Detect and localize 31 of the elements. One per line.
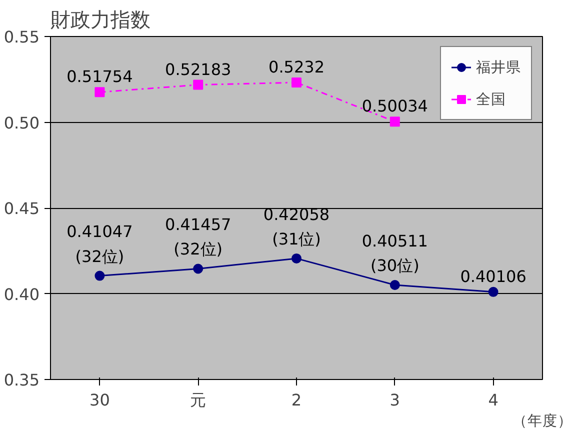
legend-label: 福井県 xyxy=(476,58,521,76)
point xyxy=(488,286,498,297)
data-label: 0.41457 (32位) xyxy=(165,215,232,259)
data-label: 0.40511 (30位) xyxy=(362,231,428,275)
data-label: 0.40106 xyxy=(460,266,526,286)
point xyxy=(292,253,302,264)
data-label: 0.52183 xyxy=(165,60,232,79)
x-tick-label: 30 xyxy=(90,390,110,410)
legend-label: 全国 xyxy=(476,90,506,108)
x-tick-label: 2 xyxy=(291,390,302,410)
y-tick-label: 0.40 xyxy=(4,284,40,304)
data-label: 0.51754 xyxy=(66,67,133,86)
x-tick-label: 3 xyxy=(390,390,400,410)
x-tick-label: 4 xyxy=(488,390,498,410)
point xyxy=(193,80,204,90)
data-label: 0.5232 xyxy=(268,57,324,76)
x-axis-title: （年度） xyxy=(512,412,572,430)
point xyxy=(390,280,400,290)
x-tick-label: 元 xyxy=(190,390,206,410)
data-label: 0.50034 xyxy=(362,96,428,116)
point xyxy=(390,116,400,127)
point xyxy=(94,87,105,98)
data-label: 0.41047 (32位) xyxy=(66,222,133,266)
y-tick-label: 0.45 xyxy=(4,199,40,218)
y-tick-label: 0.50 xyxy=(4,113,40,132)
point xyxy=(292,77,302,88)
y-tick-label: 0.35 xyxy=(4,370,40,390)
point xyxy=(193,264,204,274)
point xyxy=(94,270,105,281)
y-tick-label: 0.55 xyxy=(4,28,40,46)
chart-title: 財政力指数 xyxy=(50,8,150,32)
